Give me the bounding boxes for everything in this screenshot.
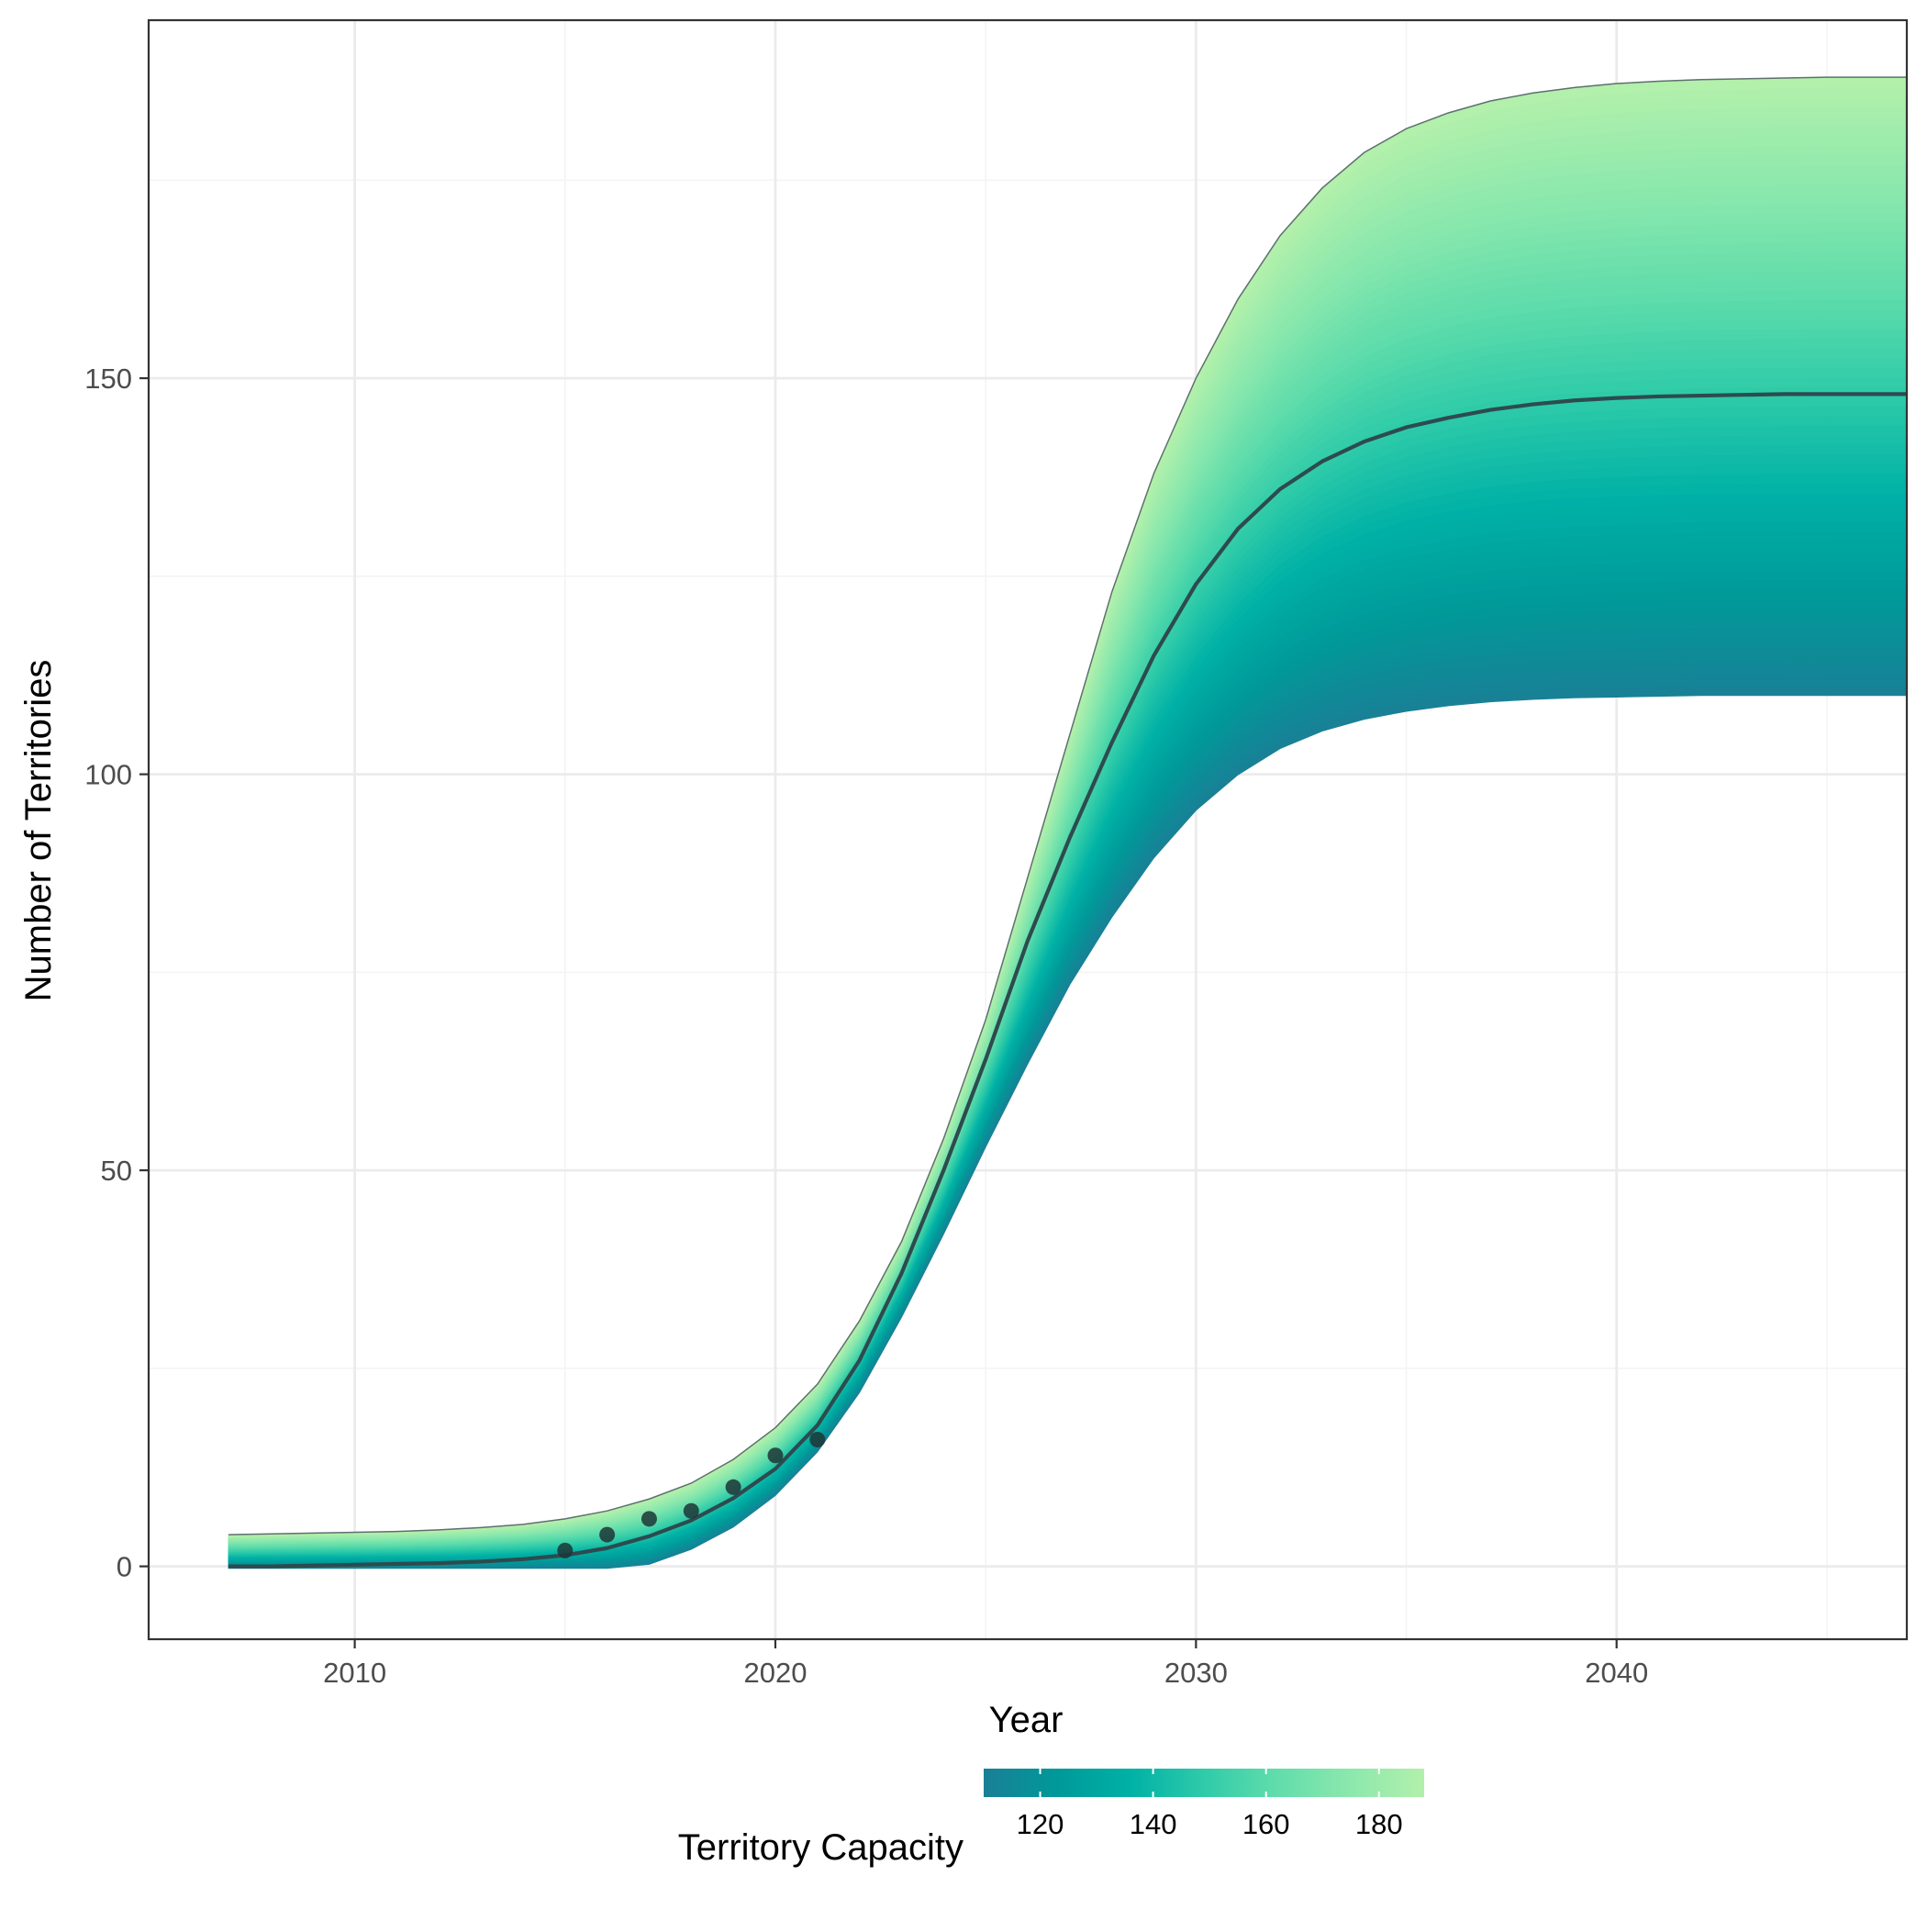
legend-tick-label: 180: [1355, 1808, 1403, 1840]
x-axis-title: Year: [989, 1700, 1064, 1740]
x-tick-label: 2010: [323, 1657, 386, 1689]
observed-point: [599, 1526, 616, 1543]
x-tick-label: 2020: [743, 1657, 807, 1689]
x-tick-label: 2030: [1164, 1657, 1228, 1689]
observed-point: [557, 1542, 574, 1558]
legend-tick-label: 120: [1017, 1808, 1064, 1840]
y-tick-label: 50: [101, 1155, 132, 1187]
observed-point: [725, 1479, 741, 1495]
y-axis: 0 50 100 150: [84, 363, 149, 1583]
color-legend: Territory Capacity 120 140 160 180: [678, 1769, 1424, 1868]
panel-border: [147, 18, 1909, 1641]
observed-point: [683, 1502, 699, 1519]
panel-frame: [147, 18, 1909, 1641]
y-tick-label: 150: [84, 363, 132, 395]
legend-title: Territory Capacity: [678, 1827, 964, 1868]
observed-points: [557, 1432, 826, 1558]
upper-bound-line: [228, 76, 1907, 1536]
median-line-layer: [228, 392, 1907, 1569]
legend-tick-label: 160: [1242, 1808, 1290, 1840]
observed-point: [809, 1432, 826, 1448]
y-tick-label: 100: [84, 759, 132, 791]
observed-point: [767, 1447, 784, 1464]
y-tick-label: 0: [117, 1551, 132, 1583]
legend-colorbar: [984, 1769, 1424, 1797]
y-axis-title: Number of Territories: [18, 660, 59, 1002]
x-tick-label: 2040: [1585, 1657, 1648, 1689]
legend-tick-label: 140: [1130, 1808, 1177, 1840]
median-line: [228, 392, 1907, 1569]
x-axis: 2010 2020 2030 2040: [323, 1639, 1648, 1689]
observed-point: [640, 1511, 657, 1527]
